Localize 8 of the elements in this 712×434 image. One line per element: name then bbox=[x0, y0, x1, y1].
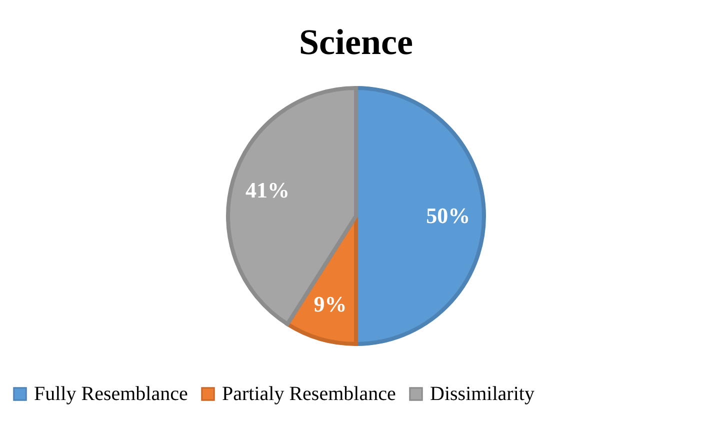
legend-label: Fully Resemblance bbox=[34, 383, 188, 405]
pie-slice bbox=[226, 86, 358, 326]
data-label: 41% bbox=[246, 177, 290, 202]
data-label: 50% bbox=[426, 203, 470, 228]
legend-label: Partialy Resemblance bbox=[222, 383, 396, 405]
chart-title: Science bbox=[299, 22, 413, 62]
legend-label: Dissimilarity bbox=[430, 383, 534, 405]
data-label: 9% bbox=[314, 292, 347, 316]
